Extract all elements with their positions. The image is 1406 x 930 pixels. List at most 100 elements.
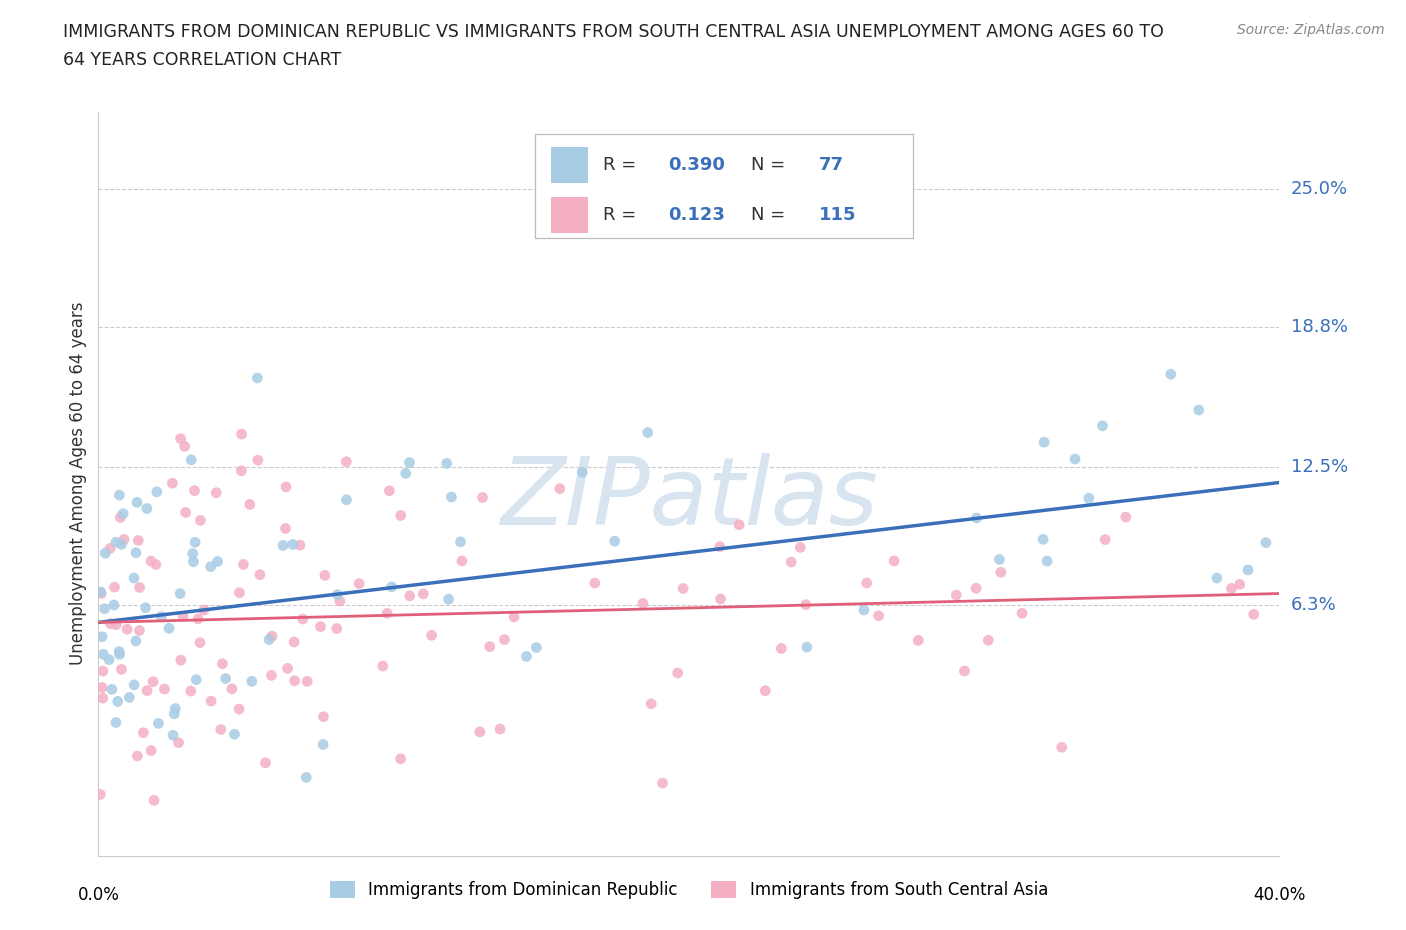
Point	[1254, 535, 1277, 550]
Point	[221, 682, 243, 697]
Point	[754, 684, 776, 698]
Point	[157, 621, 180, 636]
Point	[420, 628, 443, 643]
Point	[335, 492, 357, 507]
Point	[190, 513, 212, 528]
Point	[1032, 532, 1054, 547]
Point	[571, 465, 593, 480]
Point	[770, 641, 793, 656]
Point	[112, 506, 135, 521]
Point	[883, 553, 905, 568]
Point	[108, 487, 131, 502]
Point	[209, 722, 232, 737]
Point	[335, 455, 357, 470]
Point	[135, 600, 157, 615]
Text: 0.0%: 0.0%	[77, 886, 120, 904]
Point	[231, 427, 253, 442]
Point	[90, 585, 112, 600]
Point	[640, 697, 662, 711]
Point	[637, 425, 659, 440]
Point	[118, 690, 141, 705]
Point	[274, 521, 297, 536]
Point	[794, 597, 817, 612]
Point	[169, 586, 191, 601]
Point	[548, 481, 571, 496]
Point	[127, 533, 149, 548]
Point	[478, 639, 501, 654]
Point	[186, 672, 208, 687]
Point	[125, 545, 148, 560]
Point	[162, 728, 184, 743]
Point	[297, 674, 319, 689]
Point	[172, 609, 194, 624]
Y-axis label: Unemployment Among Ages 60 to 64 years: Unemployment Among Ages 60 to 64 years	[69, 302, 87, 665]
Point	[91, 680, 114, 695]
Point	[100, 617, 122, 631]
Point	[437, 591, 460, 606]
Point	[260, 668, 283, 683]
Point	[1033, 434, 1056, 449]
Point	[94, 546, 117, 561]
Point	[378, 484, 401, 498]
Point	[515, 649, 537, 664]
Point	[162, 476, 184, 491]
Point	[103, 579, 125, 594]
Point	[631, 596, 654, 611]
Point	[231, 463, 253, 478]
Point	[132, 725, 155, 740]
Point	[98, 541, 121, 556]
Point	[450, 535, 472, 550]
Point	[150, 609, 173, 624]
Point	[200, 559, 222, 574]
Point	[165, 701, 187, 716]
Point	[90, 586, 112, 601]
Point	[1115, 510, 1137, 525]
Point	[347, 577, 370, 591]
Point	[398, 589, 420, 604]
Point	[1206, 571, 1229, 586]
Point	[145, 557, 167, 572]
Text: 18.8%: 18.8%	[1291, 318, 1347, 336]
Point	[672, 581, 695, 596]
Point	[489, 722, 512, 737]
Point	[1050, 740, 1073, 755]
Text: ZIPatlas: ZIPatlas	[501, 453, 877, 544]
Point	[125, 495, 148, 510]
Point	[91, 691, 114, 706]
Point	[389, 508, 412, 523]
Point	[193, 603, 215, 618]
Point	[728, 517, 751, 532]
Point	[173, 439, 195, 454]
Point	[1077, 491, 1099, 506]
Point	[709, 539, 731, 554]
Point	[1229, 577, 1251, 591]
Point	[169, 432, 191, 446]
Point	[183, 554, 205, 569]
Point	[104, 715, 127, 730]
Point	[789, 540, 811, 555]
Point	[471, 490, 494, 505]
Legend: Immigrants from Dominican Republic, Immigrants from South Central Asia: Immigrants from Dominican Republic, Immi…	[330, 882, 1047, 899]
Point	[224, 726, 246, 741]
Point	[135, 501, 157, 516]
Point	[128, 580, 150, 595]
Point	[1091, 418, 1114, 433]
Point	[389, 751, 412, 766]
Point	[143, 793, 166, 808]
Point	[868, 608, 890, 623]
Text: 12.5%: 12.5%	[1291, 458, 1348, 476]
Point	[163, 707, 186, 722]
Point	[412, 587, 434, 602]
Point	[274, 480, 297, 495]
Point	[146, 485, 169, 499]
Point	[977, 632, 1000, 647]
Point	[953, 664, 976, 679]
Point	[148, 716, 170, 731]
Point	[494, 632, 516, 647]
Point	[122, 570, 145, 585]
Point	[89, 787, 111, 802]
Point	[139, 553, 162, 568]
Point	[524, 640, 547, 655]
Point	[276, 661, 298, 676]
Point	[240, 674, 263, 689]
